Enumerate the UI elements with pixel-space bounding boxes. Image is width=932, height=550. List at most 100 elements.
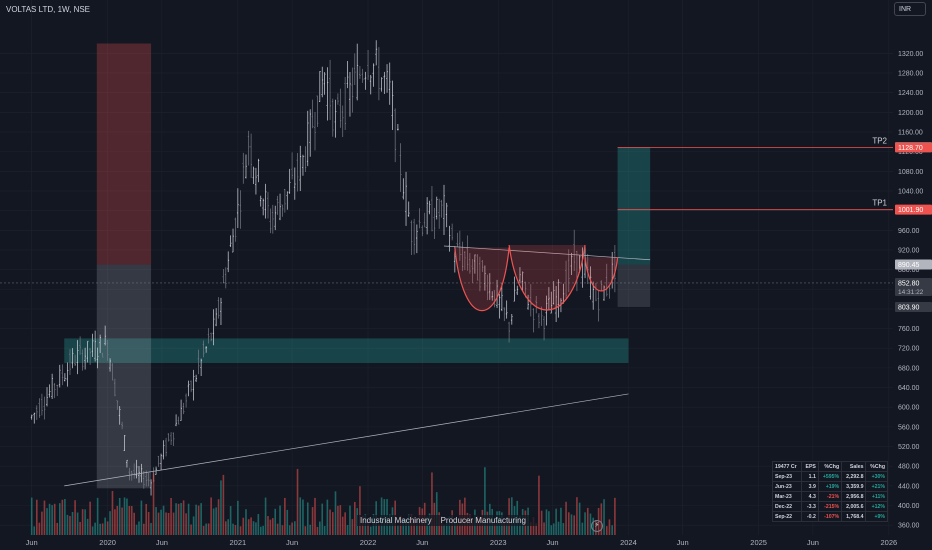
eps-cell-eps: 3.9 xyxy=(801,481,819,492)
volume-bar xyxy=(603,499,605,535)
volume-bar xyxy=(51,505,53,535)
volume-bar xyxy=(608,519,611,535)
volume-bar xyxy=(143,523,145,535)
volume-bar xyxy=(555,508,557,535)
currency-selector[interactable]: INR xyxy=(894,2,926,16)
volume-bar xyxy=(175,503,177,535)
volume-bar xyxy=(46,508,48,535)
eps-cell-sales-chg: +21% xyxy=(865,481,888,492)
x-tick-label: 2023 xyxy=(490,538,507,547)
price-label: 890.45 xyxy=(898,262,920,269)
eps-cell-eps-chg: +595% xyxy=(817,471,843,482)
volume-bar xyxy=(150,523,152,535)
volume-bar xyxy=(133,512,135,535)
volume-bar xyxy=(30,497,33,535)
y-tick-label: 440.00 xyxy=(898,483,920,490)
y-tick-label: 760.00 xyxy=(898,326,920,333)
y-tick-label: 880.00 xyxy=(898,267,920,274)
price-axis-bg xyxy=(893,0,932,550)
volume-bar xyxy=(589,513,592,535)
volume-bar xyxy=(505,523,508,535)
y-tick-label: 1120.00 xyxy=(898,149,923,156)
volume-bar xyxy=(353,501,356,535)
volume-bar xyxy=(99,523,101,535)
volume-bar xyxy=(58,503,61,535)
volume-bar xyxy=(160,509,162,535)
volume-bar xyxy=(123,497,126,535)
volume-bar xyxy=(212,508,215,535)
y-tick-label: 1080.00 xyxy=(898,169,923,176)
eps-cell-sales: 2,956.8 xyxy=(841,491,867,502)
volume-bar xyxy=(205,523,207,535)
volume-bar xyxy=(346,525,349,535)
eps-cell-sales-chg: +12% xyxy=(865,501,888,512)
volume-bar xyxy=(337,505,339,535)
y-tick-label: 400.00 xyxy=(898,503,920,510)
volume-bar xyxy=(445,522,448,535)
neckline xyxy=(443,245,651,261)
volume-bar xyxy=(614,497,616,535)
volume-bar xyxy=(454,522,456,535)
volume-bar xyxy=(581,522,584,535)
volume-bar xyxy=(74,500,76,535)
volume-bar xyxy=(207,523,210,535)
volume-bar xyxy=(138,521,140,535)
volume-bar xyxy=(187,503,190,535)
volume-bar xyxy=(535,523,538,535)
eps-cell-period: Sep-23 xyxy=(771,471,803,482)
y-tick-label: 520.00 xyxy=(898,444,920,451)
price-label: 852.80 xyxy=(898,280,920,287)
eps-header-cell: EPS xyxy=(801,461,819,472)
volume-bar xyxy=(435,492,438,535)
volume-bar xyxy=(101,523,104,535)
volume-bar xyxy=(162,505,165,535)
volume-bar xyxy=(170,497,172,535)
y-tick-label: 1160.00 xyxy=(898,129,923,136)
volume-bar xyxy=(586,507,589,535)
eps-cell-eps-chg: -21% xyxy=(817,491,843,502)
volume-bar xyxy=(130,506,133,535)
volume-bar xyxy=(405,519,407,535)
volume-bar xyxy=(530,522,532,535)
volume-bar xyxy=(185,513,187,535)
target-reward-zone xyxy=(617,147,651,265)
volume-bar xyxy=(252,521,255,535)
volume-bar xyxy=(294,521,296,535)
eps-cell-eps-chg: +19% xyxy=(817,481,843,492)
eps-cell-eps-chg: -107% xyxy=(817,511,843,522)
volume-bar xyxy=(552,523,555,535)
y-tick-label: 960.00 xyxy=(898,228,920,235)
volume-bar xyxy=(195,504,197,535)
volume-bar xyxy=(600,503,603,535)
x-tick-label: Jun xyxy=(26,538,38,547)
volume-bar xyxy=(276,523,279,535)
volume-bar xyxy=(94,522,96,535)
volume-bar xyxy=(359,486,361,535)
earnings-bolt-icon[interactable]: ⚡ xyxy=(591,520,603,532)
volume-bar xyxy=(302,499,304,535)
eps-header-cell: Sales xyxy=(841,461,867,472)
x-tick-label: 2024 xyxy=(620,538,637,547)
eps-cell-sales: 2,292.8 xyxy=(841,471,867,482)
volume-bar xyxy=(286,509,289,535)
volume-bar xyxy=(250,517,252,535)
eps-table-row: Sep-23 1.1 +595% 2,292.8 +30% xyxy=(771,471,888,482)
volume-bar xyxy=(66,514,69,535)
volume-bar xyxy=(484,467,486,535)
volume-bar xyxy=(578,502,581,535)
volume-bar xyxy=(197,505,200,535)
volume-bar xyxy=(128,505,131,535)
volume-bar xyxy=(493,523,496,535)
cup-left-shape xyxy=(454,247,510,311)
volume-bar xyxy=(543,522,545,535)
volume-bar xyxy=(76,512,79,535)
x-tick-label: Jun xyxy=(546,538,558,547)
eps-cell-period: Dec-22 xyxy=(771,501,803,512)
volume-bar xyxy=(237,500,239,535)
covid-drop-risk-zone xyxy=(96,43,152,265)
eps-cell-sales-chg: +11% xyxy=(865,491,888,502)
volume-bar xyxy=(341,516,344,535)
y-tick-label: 1320.00 xyxy=(898,51,923,58)
tp1-label: TP1 xyxy=(872,199,887,208)
